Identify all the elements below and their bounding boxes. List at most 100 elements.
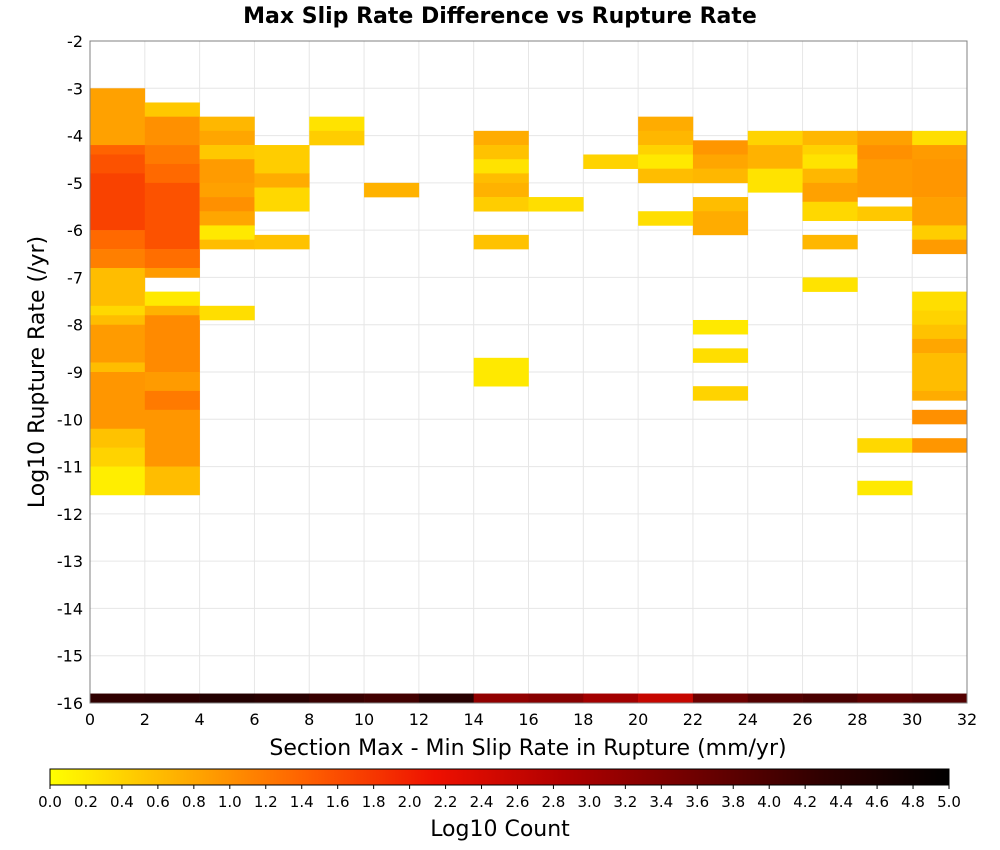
y-tick-label: -9 xyxy=(67,363,83,382)
heatmap-cell xyxy=(912,159,968,198)
heatmap-cell xyxy=(90,267,146,307)
colorbar-tick-label: 3.8 xyxy=(721,793,745,811)
heatmap-cell xyxy=(802,201,858,221)
heatmap-cell xyxy=(857,693,913,703)
colorbar-tick-label: 3.0 xyxy=(577,793,601,811)
heatmap-cell xyxy=(473,173,529,184)
x-tick-label: 14 xyxy=(464,710,484,729)
heatmap-cell xyxy=(473,182,529,198)
heatmap-cell xyxy=(747,145,803,169)
heatmap-cells xyxy=(90,88,968,703)
x-axis-ticks: 0 2 4 6 8 10 12 14 16 18 20 22 24 26 28 30 32 xyxy=(85,710,977,729)
heatmap-cell xyxy=(802,234,858,250)
plot-area-border xyxy=(89,40,968,704)
heatmap-cell xyxy=(747,693,803,703)
y-tick-label: -6 xyxy=(67,221,83,240)
x-tick-label: 32 xyxy=(957,710,977,729)
heatmap-cell xyxy=(912,324,968,340)
heatmap-cell xyxy=(144,182,200,250)
x-tick-label: 30 xyxy=(902,710,922,729)
heatmap-cell xyxy=(144,693,200,703)
heatmap-cell xyxy=(802,145,858,155)
heatmap-cell xyxy=(857,159,913,198)
heatmap-cell xyxy=(912,310,968,326)
heatmap-cell xyxy=(692,319,749,335)
heatmap-cell xyxy=(912,197,968,226)
heatmap-cell xyxy=(144,315,200,373)
y-tick-label: -4 xyxy=(67,127,83,146)
heatmap-cell xyxy=(364,182,420,198)
heatmap-cell xyxy=(90,693,146,703)
heatmap-cell xyxy=(857,130,913,146)
heatmap-cell xyxy=(144,466,200,496)
heatmap-cell xyxy=(199,197,255,212)
heatmap-cell xyxy=(638,154,694,169)
colorbar-tick-label: 2.8 xyxy=(542,793,566,811)
heatmap-cell xyxy=(90,362,146,373)
colorbar-tick-label: 3.6 xyxy=(685,793,709,811)
x-tick-label: 20 xyxy=(628,710,648,729)
heatmap-cell xyxy=(473,234,529,250)
chart-title: Max Slip Rate Difference vs Rupture Rate xyxy=(243,4,757,29)
heatmap-cell xyxy=(90,324,146,363)
y-tick-label: -14 xyxy=(57,599,83,618)
y-axis-label: Log10 Rupture Rate (/yr) xyxy=(25,236,50,508)
heatmap-cell xyxy=(473,693,529,703)
colorbar-tick-label: 2.0 xyxy=(398,793,422,811)
heatmap-cell xyxy=(912,390,968,401)
heatmap-cell xyxy=(857,206,913,221)
heatmap-cell xyxy=(528,197,584,212)
colorbar-tick-label: 2.2 xyxy=(434,793,458,811)
colorbar-tick-label: 4.2 xyxy=(793,793,817,811)
y-tick-label: -5 xyxy=(67,174,83,193)
colorbar-tick-label: 1.0 xyxy=(218,793,242,811)
y-tick-label: -7 xyxy=(67,268,83,287)
heatmap-cell xyxy=(90,88,146,146)
heatmap-cell xyxy=(199,182,255,198)
heatmap-cell xyxy=(90,145,146,155)
heatmap-cell xyxy=(473,357,529,387)
x-tick-label: 10 xyxy=(354,710,374,729)
heatmap-cell xyxy=(802,182,858,203)
y-tick-label: -2 xyxy=(67,32,83,51)
colorbar-label: Log10 Count xyxy=(430,817,570,842)
heatmap-cell xyxy=(90,315,146,326)
heatmap-cell xyxy=(144,267,200,278)
heatmap-cell xyxy=(199,693,255,703)
heatmap-cell xyxy=(199,211,255,226)
x-axis-label: Section Max - Min Slip Rate in Rupture (… xyxy=(269,736,786,761)
heatmap-cell xyxy=(90,372,146,430)
heatmap-cell xyxy=(692,386,749,401)
heatmap-cell xyxy=(199,159,255,184)
colorbar-tick-label: 4.0 xyxy=(757,793,781,811)
heatmap-cell xyxy=(912,438,968,453)
heatmap-cell xyxy=(199,225,255,240)
heatmap-cell xyxy=(254,234,310,250)
heatmap-cell xyxy=(90,466,146,496)
heatmap-cell xyxy=(692,140,749,155)
colorbar-tick-label: 4.8 xyxy=(901,793,925,811)
colorbar-tick-label: 3.4 xyxy=(649,793,673,811)
heatmap-cell xyxy=(912,409,968,425)
y-tick-label: -12 xyxy=(57,505,83,524)
heatmap-cell xyxy=(692,211,749,236)
heatmap-cell xyxy=(912,130,968,146)
heatmap-cell xyxy=(692,348,749,363)
y-tick-label: -3 xyxy=(67,79,83,98)
heatmap-cell xyxy=(90,428,146,448)
heatmap-cell xyxy=(254,187,310,212)
x-tick-label: 28 xyxy=(847,710,867,729)
colorbar-tick-label: 2.4 xyxy=(470,793,494,811)
heatmap-cell xyxy=(912,225,968,240)
colorbar-tick-label: 5.0 xyxy=(937,793,961,811)
heatmap-cell xyxy=(473,130,529,146)
heatmap-cell xyxy=(199,130,255,146)
x-tick-label: 16 xyxy=(518,710,538,729)
x-tick-label: 24 xyxy=(738,710,758,729)
y-tick-label: -13 xyxy=(57,552,83,571)
heatmap-cell xyxy=(254,145,310,174)
colorbar-ticks: 0.0 0.2 0.4 0.6 0.8 1.0 1.2 1.4 1.6 1.8 2.0 2.2 2.4 2… xyxy=(38,785,961,811)
heatmap-cell xyxy=(638,130,694,146)
x-tick-label: 2 xyxy=(140,710,150,729)
y-tick-label: -11 xyxy=(57,458,83,477)
